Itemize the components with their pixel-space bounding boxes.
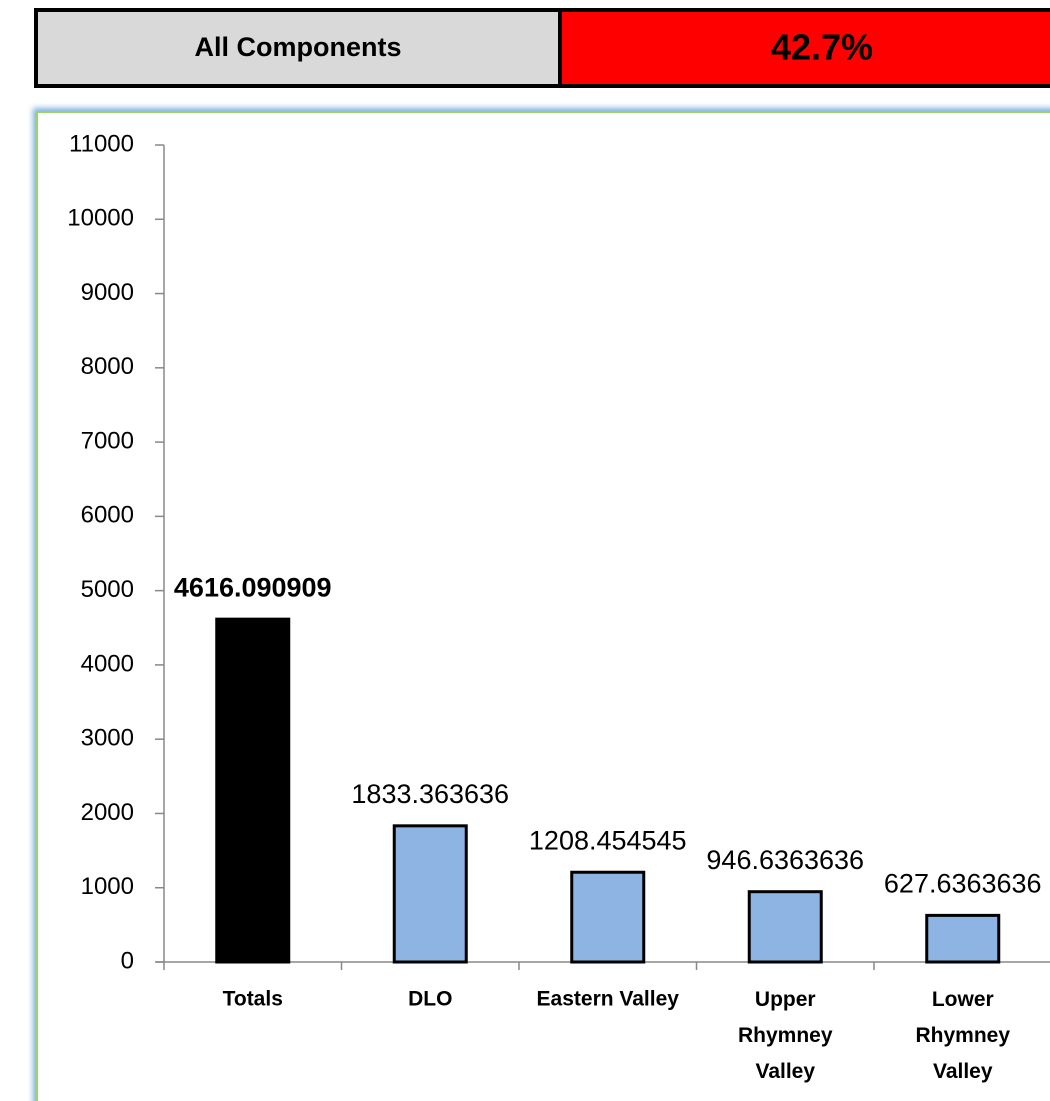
y-tick-label: 8000 <box>81 353 134 380</box>
bar <box>747 890 823 964</box>
bar <box>215 617 291 964</box>
value-label: 946.6363636 <box>706 845 864 875</box>
x-tick-label: Eastern Valley <box>537 988 680 1011</box>
y-tick-label: 11000 <box>69 130 134 157</box>
y-tick-label: 10000 <box>67 205 134 232</box>
y-tick-label: 9000 <box>81 279 134 306</box>
plot: 0 1000 2000 3000 4000 5000 6000 7000 8000 9000 100… <box>67 130 1050 1083</box>
y-tick-label: 6000 <box>81 502 134 529</box>
x-tick-label: Lower Rhymney Valley <box>915 988 1010 1083</box>
bar <box>925 913 1001 964</box>
y-tick-label: 4000 <box>81 650 134 677</box>
header-value: 42.7% <box>771 27 873 68</box>
x-tick-label: Upper Rhymney Valley <box>738 988 833 1083</box>
value-label: 627.6363636 <box>884 869 1042 899</box>
header-value-cell <box>558 8 1050 88</box>
y-tick-label: 1000 <box>81 873 134 900</box>
y-tick-label: 5000 <box>81 576 134 603</box>
bar <box>570 870 646 964</box>
value-label: 4616.090909 <box>174 572 332 602</box>
header-label-cell <box>34 8 562 88</box>
header-label: All Components <box>195 32 402 62</box>
x-tick-label: DLO <box>408 988 452 1011</box>
y-tick-label: 7000 <box>81 427 134 454</box>
y-tick-label: 2000 <box>81 799 134 826</box>
value-label: 1208.454545 <box>529 825 687 855</box>
y-tick-label: 3000 <box>81 725 134 752</box>
x-tick-label: Totals <box>223 988 283 1011</box>
chart-frame <box>36 111 1050 1101</box>
bar <box>392 824 468 964</box>
y-tick-label: 0 <box>121 947 134 974</box>
value-label: 1833.363636 <box>351 779 509 809</box>
